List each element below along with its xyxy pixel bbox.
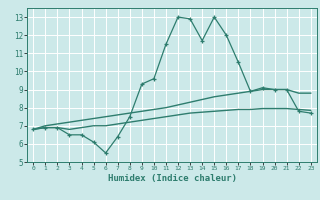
X-axis label: Humidex (Indice chaleur): Humidex (Indice chaleur)	[108, 174, 236, 183]
